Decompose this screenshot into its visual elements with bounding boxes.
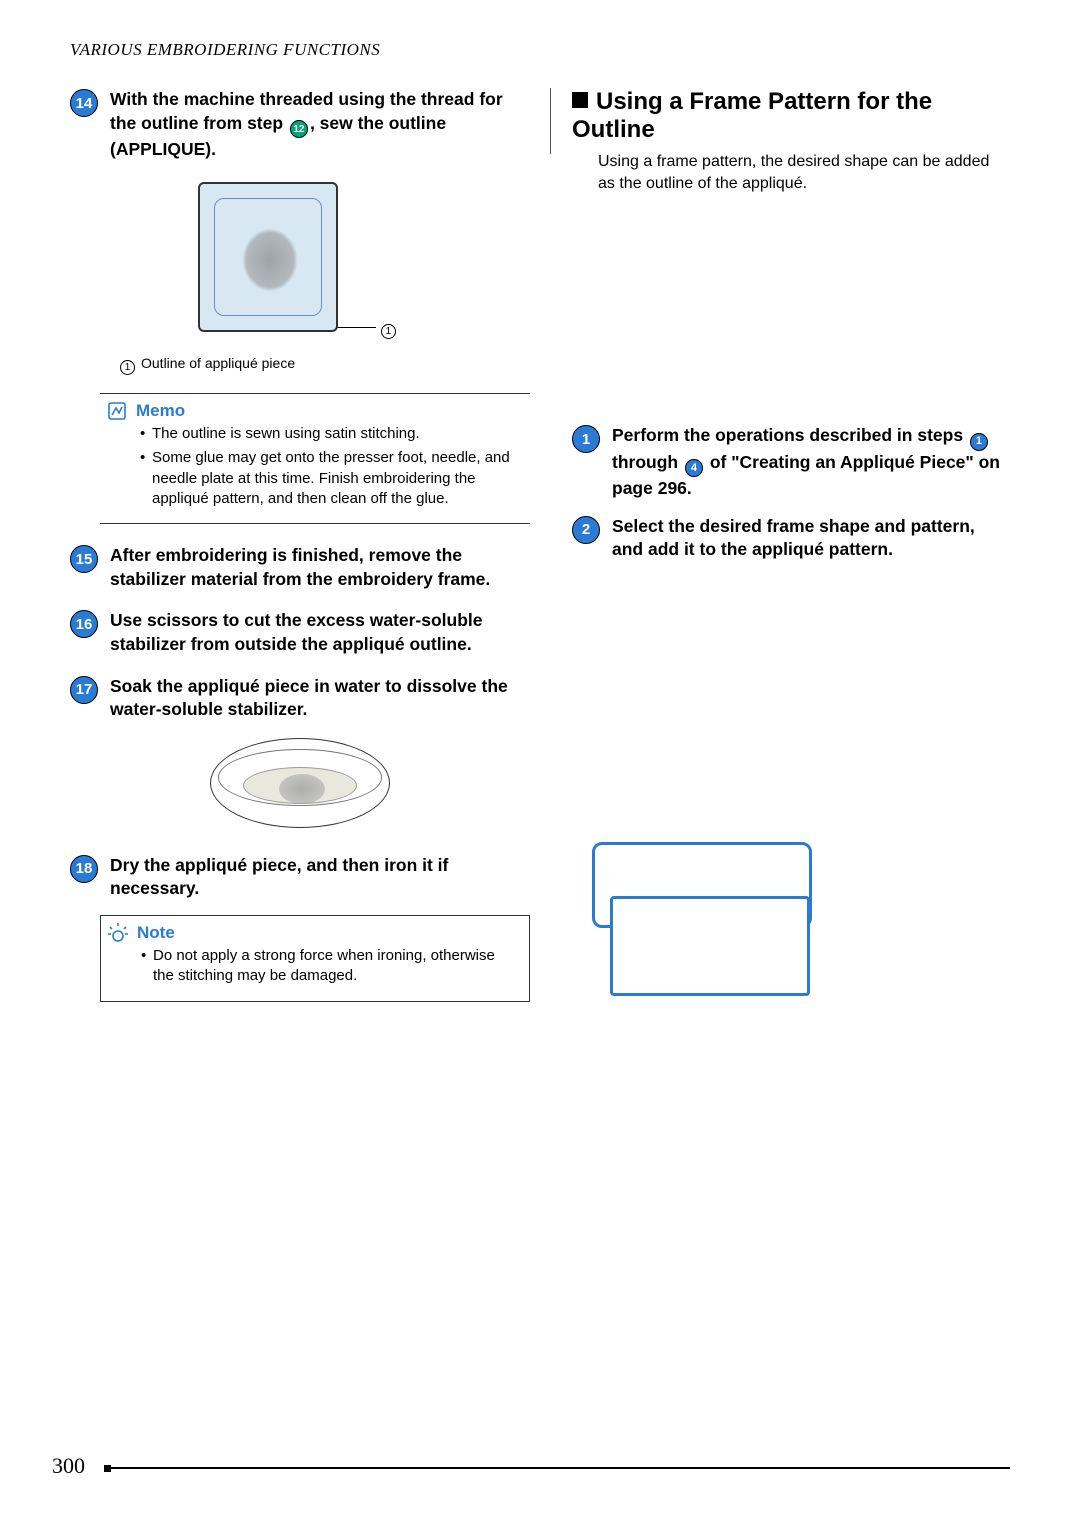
- step-17-text: Soak the appliqué piece in water to diss…: [110, 675, 530, 722]
- note-title: Note: [137, 923, 175, 943]
- frame-pattern-illustration: [592, 842, 820, 1002]
- step-18-text: Dry the appliqué piece, and then iron it…: [110, 854, 530, 901]
- step-16: 16 Use scissors to cut the excess water-…: [70, 609, 530, 656]
- step-17: 17 Soak the appliqué piece in water to d…: [70, 675, 530, 722]
- memo-heading: Memo: [106, 400, 520, 422]
- inline-ref-1: 1: [970, 433, 988, 451]
- bowl-illustration: [210, 738, 390, 828]
- step-15-text: After embroidering is finished, remove t…: [110, 544, 530, 591]
- step-14: 14 With the machine threaded using the t…: [70, 88, 530, 162]
- inline-ref-4: 4: [685, 459, 703, 477]
- memo-item-1: The outline is sewn using satin stitchin…: [140, 424, 520, 444]
- step-number-15: 15: [70, 545, 98, 573]
- page-number: 300: [52, 1453, 85, 1479]
- figure-hoop: 1: [70, 182, 530, 339]
- page-header: VARIOUS EMBROIDERING FUNCTIONS: [70, 40, 1010, 60]
- right-step-2: 2 Select the desired frame shape and pat…: [572, 515, 1010, 562]
- figure-bowl: [70, 738, 530, 828]
- r-step1-pre: Perform the operations described in step…: [612, 425, 968, 445]
- right-column: Using a Frame Pattern for the Outline Us…: [550, 88, 1010, 158]
- r-step1-mid: through: [612, 452, 683, 472]
- step-16-text: Use scissors to cut the excess water-sol…: [110, 609, 530, 656]
- note-box: Note Do not apply a strong force when ir…: [100, 915, 530, 1002]
- step-number-17: 17: [70, 676, 98, 704]
- step-number-16: 16: [70, 610, 98, 638]
- callout-num-1: 1: [120, 360, 135, 375]
- footer-rule: [110, 1467, 1010, 1469]
- callout-1-label: 1 Outline of appliqué piece: [120, 355, 530, 375]
- step-number-18: 18: [70, 855, 98, 883]
- callout-1-text: Outline of appliqué piece: [141, 355, 295, 371]
- memo-item-2: Some glue may get onto the presser foot,…: [140, 448, 520, 509]
- step-18: 18 Dry the appliqué piece, and then iron…: [70, 854, 530, 901]
- memo-icon: [106, 400, 128, 422]
- left-column: 14 With the machine threaded using the t…: [70, 88, 530, 1022]
- note-item-1: Do not apply a strong force when ironing…: [141, 946, 519, 987]
- note-icon: [107, 922, 129, 944]
- memo-box: Memo The outline is sewn using satin sti…: [100, 393, 530, 524]
- section-description: Using a frame pattern, the desired shape…: [598, 151, 1010, 194]
- right-step-1: 1 Perform the operations described in st…: [572, 424, 1010, 500]
- right-step-number-2: 2: [572, 516, 600, 544]
- step-number-14: 14: [70, 89, 98, 117]
- step-15: 15 After embroidering is finished, remov…: [70, 544, 530, 591]
- square-bullet-icon: [572, 92, 588, 108]
- callout-marker-1: 1: [381, 324, 396, 339]
- right-step-number-1: 1: [572, 425, 600, 453]
- inline-ref-12: 12: [290, 120, 308, 138]
- right-step-2-text: Select the desired frame shape and patte…: [612, 515, 1010, 562]
- note-heading: Note: [107, 922, 519, 944]
- memo-title: Memo: [136, 401, 185, 421]
- section-title-text: Using a Frame Pattern for the Outline: [572, 88, 932, 143]
- hoop-illustration: [198, 182, 338, 332]
- step-14-text: With the machine threaded using the thre…: [110, 88, 530, 162]
- section-title: Using a Frame Pattern for the Outline: [572, 88, 1010, 143]
- right-step-1-text: Perform the operations described in step…: [612, 424, 1010, 500]
